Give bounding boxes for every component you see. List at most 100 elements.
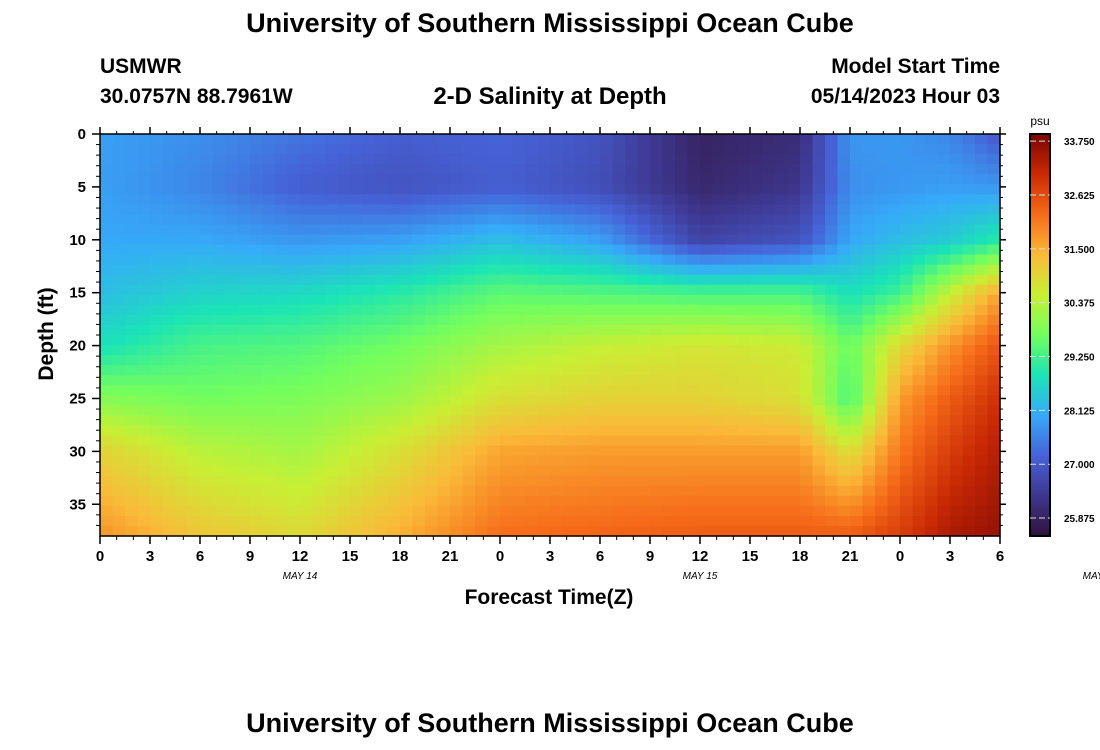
heatmap-cell bbox=[275, 274, 289, 286]
heatmap-cell bbox=[112, 375, 126, 386]
heatmap-cell bbox=[637, 355, 651, 366]
heatmap-cell bbox=[750, 214, 764, 226]
heatmap-cell bbox=[950, 274, 964, 286]
heatmap-cell bbox=[537, 254, 551, 266]
heatmap-cell bbox=[187, 465, 201, 477]
heatmap-cell bbox=[575, 445, 589, 457]
heatmap-cell bbox=[900, 435, 914, 447]
heatmap-cell bbox=[437, 505, 451, 517]
heatmap-cell bbox=[912, 445, 926, 457]
heatmap-cell bbox=[775, 365, 789, 376]
heatmap-cell bbox=[750, 144, 764, 155]
heatmap-cell bbox=[100, 525, 114, 537]
heatmap-cell bbox=[675, 154, 689, 165]
heatmap-cell bbox=[575, 395, 589, 406]
heatmap-cell bbox=[537, 314, 551, 326]
heatmap-cell bbox=[537, 385, 551, 396]
heatmap-cell bbox=[625, 264, 639, 276]
heatmap-cell bbox=[700, 425, 714, 437]
heatmap-cell bbox=[250, 445, 264, 457]
heatmap-cell bbox=[862, 395, 876, 406]
heatmap-cell bbox=[387, 505, 401, 517]
heatmap-cell bbox=[350, 405, 364, 416]
heatmap-cell bbox=[825, 304, 839, 316]
heatmap-cell bbox=[437, 264, 451, 276]
heatmap-cell bbox=[912, 244, 926, 256]
heatmap-cell bbox=[937, 465, 951, 477]
heatmap-cell bbox=[362, 254, 376, 266]
heatmap-cell bbox=[175, 465, 189, 477]
heatmap-cell bbox=[962, 254, 976, 266]
heatmap-cell bbox=[937, 254, 951, 266]
heatmap-cell bbox=[362, 425, 376, 437]
heatmap-cell bbox=[500, 385, 514, 396]
heatmap-cell bbox=[550, 485, 564, 497]
heatmap-cell bbox=[637, 455, 651, 467]
heatmap-cell bbox=[925, 194, 939, 205]
heatmap-cell bbox=[200, 244, 214, 256]
heatmap-cell bbox=[237, 204, 251, 215]
heatmap-cell bbox=[850, 435, 864, 447]
heatmap-cell bbox=[462, 294, 476, 306]
heatmap-cell bbox=[212, 304, 226, 316]
heatmap-cell bbox=[237, 345, 251, 356]
heatmap-cell bbox=[387, 144, 401, 155]
heatmap-cell bbox=[387, 184, 401, 195]
heatmap-cell bbox=[137, 525, 151, 537]
heatmap-cell bbox=[625, 194, 639, 205]
heatmap-cell bbox=[900, 345, 914, 356]
heatmap-cell bbox=[212, 445, 226, 457]
heatmap-cell bbox=[550, 314, 564, 326]
heatmap-cell bbox=[625, 134, 639, 145]
heatmap-cell bbox=[537, 335, 551, 346]
x-day-label: MAY 15 bbox=[683, 571, 718, 582]
heatmap-cell bbox=[125, 144, 139, 155]
heatmap-cell bbox=[762, 485, 776, 497]
heatmap-cell bbox=[125, 274, 139, 286]
heatmap-cell bbox=[625, 244, 639, 256]
heatmap-cell bbox=[812, 415, 826, 427]
heatmap-cell bbox=[987, 495, 1001, 507]
heatmap-cell bbox=[925, 204, 939, 215]
heatmap-cell bbox=[625, 365, 639, 376]
heatmap-cell bbox=[962, 194, 976, 205]
heatmap-cell bbox=[100, 244, 114, 256]
heatmap-cell bbox=[437, 345, 451, 356]
heatmap-cell bbox=[950, 385, 964, 396]
heatmap-cell bbox=[587, 525, 601, 537]
heatmap-cell bbox=[700, 385, 714, 396]
heatmap-cell bbox=[887, 395, 901, 406]
heatmap-cell bbox=[737, 395, 751, 406]
heatmap-cell bbox=[650, 184, 664, 195]
heatmap-cell bbox=[300, 274, 314, 286]
heatmap-cell bbox=[537, 485, 551, 497]
heatmap-cell bbox=[525, 435, 539, 447]
heatmap-cell bbox=[437, 355, 451, 366]
heatmap-cell bbox=[475, 515, 489, 527]
heatmap-cell bbox=[450, 214, 464, 226]
heatmap-cell bbox=[362, 385, 376, 396]
heatmap-cell bbox=[812, 385, 826, 396]
heatmap-cell bbox=[525, 304, 539, 316]
heatmap-cell bbox=[125, 154, 139, 165]
heatmap-cell bbox=[275, 194, 289, 205]
heatmap-cell bbox=[350, 375, 364, 386]
heatmap-cell bbox=[575, 495, 589, 507]
heatmap-cell bbox=[350, 194, 364, 205]
heatmap-cell bbox=[562, 304, 576, 316]
heatmap-cell bbox=[150, 515, 164, 527]
heatmap-cell bbox=[600, 194, 614, 205]
heatmap-cell bbox=[287, 284, 301, 296]
heatmap-cell bbox=[950, 234, 964, 246]
heatmap-cell bbox=[937, 144, 951, 155]
heatmap-cell bbox=[925, 264, 939, 276]
heatmap-cell bbox=[387, 455, 401, 467]
heatmap-cell bbox=[887, 495, 901, 507]
heatmap-cell bbox=[987, 204, 1001, 215]
heatmap-cell bbox=[337, 415, 351, 427]
y-tick-label: 30 bbox=[69, 443, 86, 460]
heatmap-cell bbox=[512, 174, 526, 185]
heatmap-cell bbox=[775, 164, 789, 175]
heatmap-cell bbox=[325, 485, 339, 497]
